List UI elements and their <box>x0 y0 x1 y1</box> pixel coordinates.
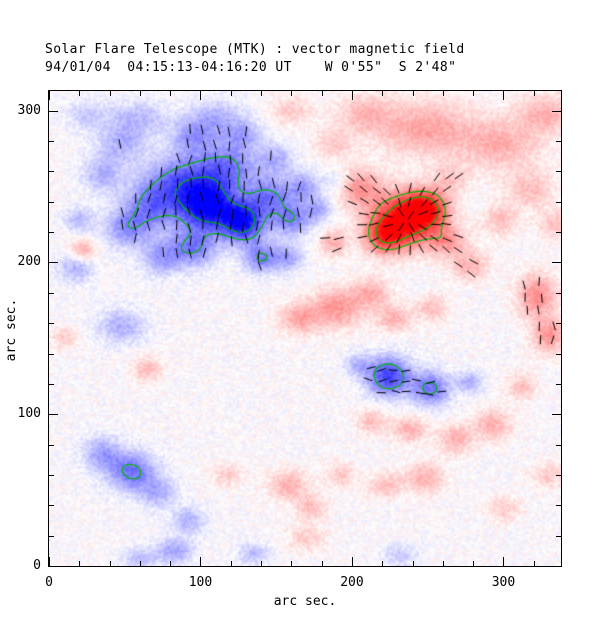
axis-tick <box>443 91 444 96</box>
axis-tick <box>503 91 504 100</box>
y-tick-label: 300 <box>17 102 41 118</box>
axis-tick <box>556 293 561 294</box>
axis-tick <box>49 536 54 537</box>
axis-tick <box>534 91 535 96</box>
y-tick-label: 100 <box>17 406 41 422</box>
axis-tick <box>110 561 111 566</box>
axis-tick <box>322 561 323 566</box>
axis-tick <box>534 561 535 566</box>
axis-tick <box>322 91 323 96</box>
axis-tick <box>261 91 262 96</box>
axis-tick <box>49 505 54 506</box>
axis-tick <box>79 91 80 96</box>
axis-tick <box>291 561 292 566</box>
axis-tick <box>556 475 561 476</box>
axis-tick <box>473 561 474 566</box>
axis-tick <box>49 557 50 566</box>
axis-tick <box>200 557 201 566</box>
axis-tick <box>49 323 54 324</box>
magnetogram-canvas <box>49 91 561 566</box>
axis-tick <box>382 561 383 566</box>
axis-tick <box>231 91 232 96</box>
axis-tick <box>556 141 561 142</box>
axis-tick <box>49 202 54 203</box>
axis-tick <box>503 557 504 566</box>
axis-tick <box>552 566 561 567</box>
axis-tick <box>49 566 58 567</box>
axis-tick <box>170 91 171 96</box>
axis-tick <box>231 561 232 566</box>
axis-tick <box>49 445 54 446</box>
axis-tick <box>49 384 54 385</box>
axis-tick <box>261 561 262 566</box>
axis-tick <box>556 232 561 233</box>
x-tick-label: 300 <box>491 575 516 590</box>
x-tick-label: 200 <box>340 575 364 590</box>
axis-tick <box>140 561 141 566</box>
axis-tick <box>49 111 58 112</box>
axis-tick <box>49 475 54 476</box>
axis-tick <box>49 262 58 263</box>
axis-tick <box>443 561 444 566</box>
axis-tick <box>49 354 54 355</box>
axis-tick <box>556 505 561 506</box>
axis-tick <box>352 91 353 100</box>
axis-tick <box>49 91 50 100</box>
axis-tick <box>49 414 58 415</box>
axis-tick <box>556 536 561 537</box>
y-tick-label: 200 <box>17 254 41 270</box>
axis-tick <box>49 232 54 233</box>
x-tick-label: 0 <box>45 575 53 590</box>
axis-tick <box>352 557 353 566</box>
axis-tick <box>110 91 111 96</box>
x-tick-label: 100 <box>188 575 213 590</box>
axis-tick <box>473 91 474 96</box>
axis-tick <box>552 414 561 415</box>
axis-tick <box>556 445 561 446</box>
axis-tick <box>556 171 561 172</box>
axis-tick <box>556 323 561 324</box>
axis-tick <box>413 561 414 566</box>
axis-tick <box>140 91 141 96</box>
axis-tick <box>382 91 383 96</box>
y-tick-label: 0 <box>33 558 41 573</box>
axis-tick <box>552 111 561 112</box>
axis-tick <box>49 293 54 294</box>
axis-tick <box>556 354 561 355</box>
y-axis-title: arc sec. <box>4 298 19 362</box>
chart-subtitle: 94/01/04 04:15:13-04:16:20 UT W 0'55" S … <box>45 60 457 75</box>
x-axis-title: arc sec. <box>273 594 337 609</box>
axis-tick <box>49 171 54 172</box>
axis-tick <box>413 91 414 96</box>
axis-tick <box>556 202 561 203</box>
axis-tick <box>49 141 54 142</box>
axis-tick <box>170 561 171 566</box>
chart-title: Solar Flare Telescope (MTK) : vector mag… <box>45 42 465 57</box>
plot-area <box>48 90 562 567</box>
axis-tick <box>79 561 80 566</box>
axis-tick <box>200 91 201 100</box>
axis-tick <box>552 262 561 263</box>
axis-tick <box>291 91 292 96</box>
axis-tick <box>556 384 561 385</box>
